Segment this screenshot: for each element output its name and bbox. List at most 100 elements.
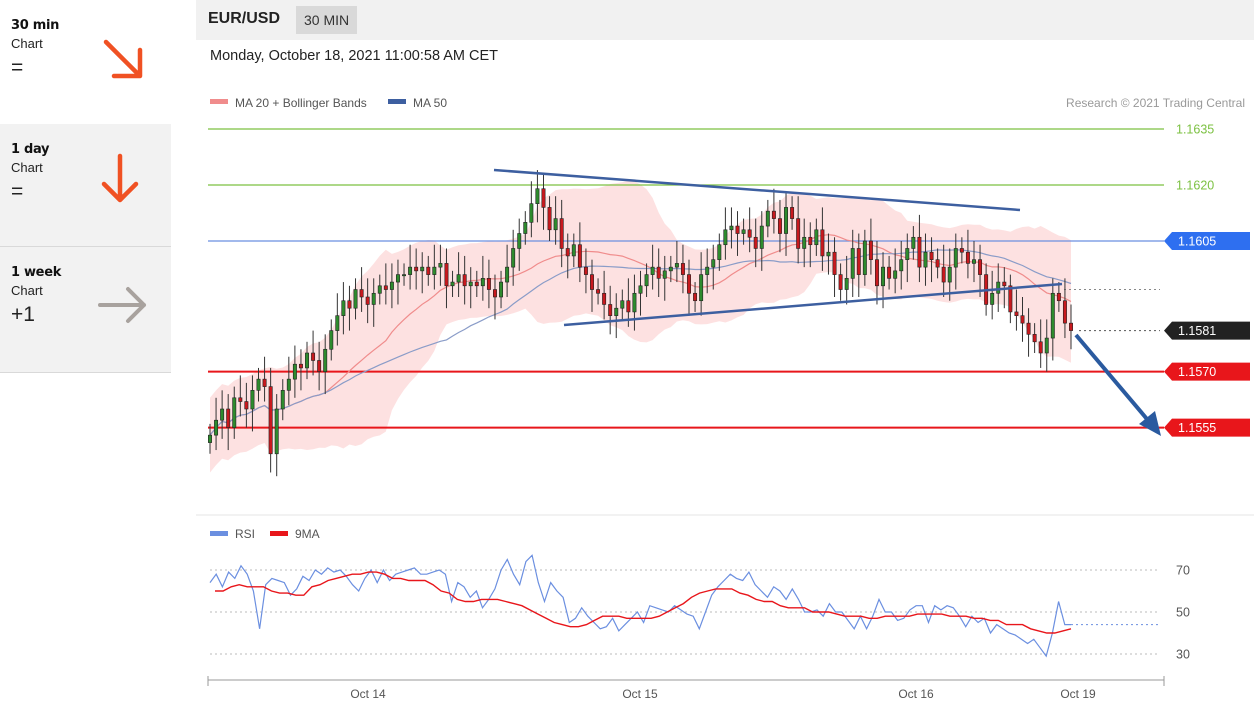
timeframe-30min-panel[interactable]: 30 min Chart = [0, 0, 171, 125]
candle [274, 408, 279, 455]
candlesticks [208, 170, 1073, 477]
candle [868, 240, 873, 260]
candle [383, 285, 388, 290]
timeframe-badge[interactable]: 30 MIN [296, 6, 358, 34]
lower-trendline [563, 282, 1063, 327]
level-tags: 1.1635 1.1620 1.1605 1.1581 1.1570 1.1555 [1164, 123, 1250, 437]
timeframe-title: 30 min [11, 18, 60, 33]
candle [1026, 322, 1031, 335]
forecast-arrow-head [1139, 411, 1161, 436]
bollinger-band [210, 180, 1071, 473]
candle [341, 300, 346, 316]
candle [668, 266, 673, 272]
candle [493, 289, 497, 298]
timeframe-sub[interactable]: Chart [11, 160, 43, 175]
candle [292, 363, 297, 380]
candle [777, 218, 782, 234]
arrow-down-icon [101, 153, 139, 203]
candle [596, 289, 601, 294]
upper-trendline [493, 168, 1021, 212]
price-chart[interactable]: MA 20 + Bollinger Bands MA 50 Research ©… [196, 0, 1254, 706]
level-tag-label: 1.1605 [1178, 235, 1216, 249]
candle [832, 251, 837, 275]
candle [717, 244, 722, 260]
candle [953, 248, 958, 268]
candle [711, 259, 716, 268]
candle [826, 251, 831, 257]
legend-9ma-label: 9MA [295, 527, 320, 541]
candle [535, 188, 540, 204]
timeframe-sub[interactable]: Chart [11, 283, 43, 298]
timeframe-1week-panel[interactable]: 1 week Chart +1 [0, 247, 171, 373]
candle [214, 419, 219, 436]
timeframe-symbol: = [11, 180, 24, 203]
legend-ma20-label: MA 20 + Bollinger Bands [235, 96, 367, 110]
candle [323, 348, 328, 372]
candle [802, 236, 807, 249]
candle [583, 266, 588, 275]
candle [790, 207, 795, 219]
candle [329, 330, 334, 350]
x-tick-label: Oct 14 [350, 687, 386, 701]
candle [311, 352, 316, 361]
trendlines [493, 168, 1161, 436]
candle [444, 263, 449, 287]
candle [820, 229, 825, 257]
timeframe-1day-panel[interactable]: 1 day Chart = [0, 124, 171, 247]
candle [693, 292, 698, 302]
chart-datetime: Monday, October 18, 2021 11:00:58 AM CET [210, 48, 499, 64]
candle [699, 274, 704, 302]
candle [438, 263, 443, 268]
candle [553, 218, 558, 231]
x-tick-label: Oct 15 [622, 687, 658, 701]
candle [911, 236, 916, 249]
candle [808, 236, 813, 246]
candle [753, 236, 758, 249]
candle [298, 363, 303, 369]
candle [317, 360, 322, 372]
level-label: 1.1620 [1176, 179, 1214, 193]
currency-pair: EUR/USD [208, 10, 281, 27]
timeframe-sidebar: 30 min Chart = 1 day Chart = 1 week Char… [0, 0, 172, 373]
timeframe-sub[interactable]: Chart [11, 36, 43, 51]
candle [729, 225, 734, 231]
bollinger-band-area [210, 180, 1071, 473]
candle [771, 210, 776, 219]
timeframe-title: 1 day [11, 142, 50, 157]
candle [614, 307, 619, 316]
moving-averages [209, 234, 1072, 436]
candle [1002, 281, 1007, 287]
candle [650, 266, 655, 275]
candle [947, 266, 952, 283]
candle [541, 188, 546, 208]
level-tag [1164, 418, 1250, 437]
candle [389, 281, 394, 290]
candle [571, 244, 576, 257]
candle [250, 390, 255, 410]
candle [638, 285, 643, 294]
x-tick-label: Oct 19 [1060, 687, 1096, 701]
candle [687, 274, 691, 294]
candle [941, 266, 946, 283]
candle [305, 352, 309, 369]
legend-ma50-label: MA 50 [413, 96, 447, 110]
candle [905, 248, 910, 260]
candle [1062, 300, 1067, 324]
candle [420, 266, 425, 272]
candle [632, 292, 637, 313]
forecast-arrow [1074, 333, 1154, 427]
candle [1008, 285, 1013, 313]
candle [395, 274, 400, 283]
rsi-9ma-line [215, 571, 1072, 634]
candle [875, 259, 879, 287]
candle [705, 266, 710, 275]
candle [978, 259, 983, 275]
x-axis: Oct 14 Oct 15 Oct 16 Oct 19 [207, 676, 1165, 701]
candle [662, 270, 667, 279]
candle [759, 225, 764, 249]
rsi-level-label: 50 [1176, 606, 1190, 620]
candle [432, 266, 437, 275]
candle [590, 274, 594, 290]
timeframe-symbol: = [11, 56, 24, 79]
candle [644, 274, 649, 287]
